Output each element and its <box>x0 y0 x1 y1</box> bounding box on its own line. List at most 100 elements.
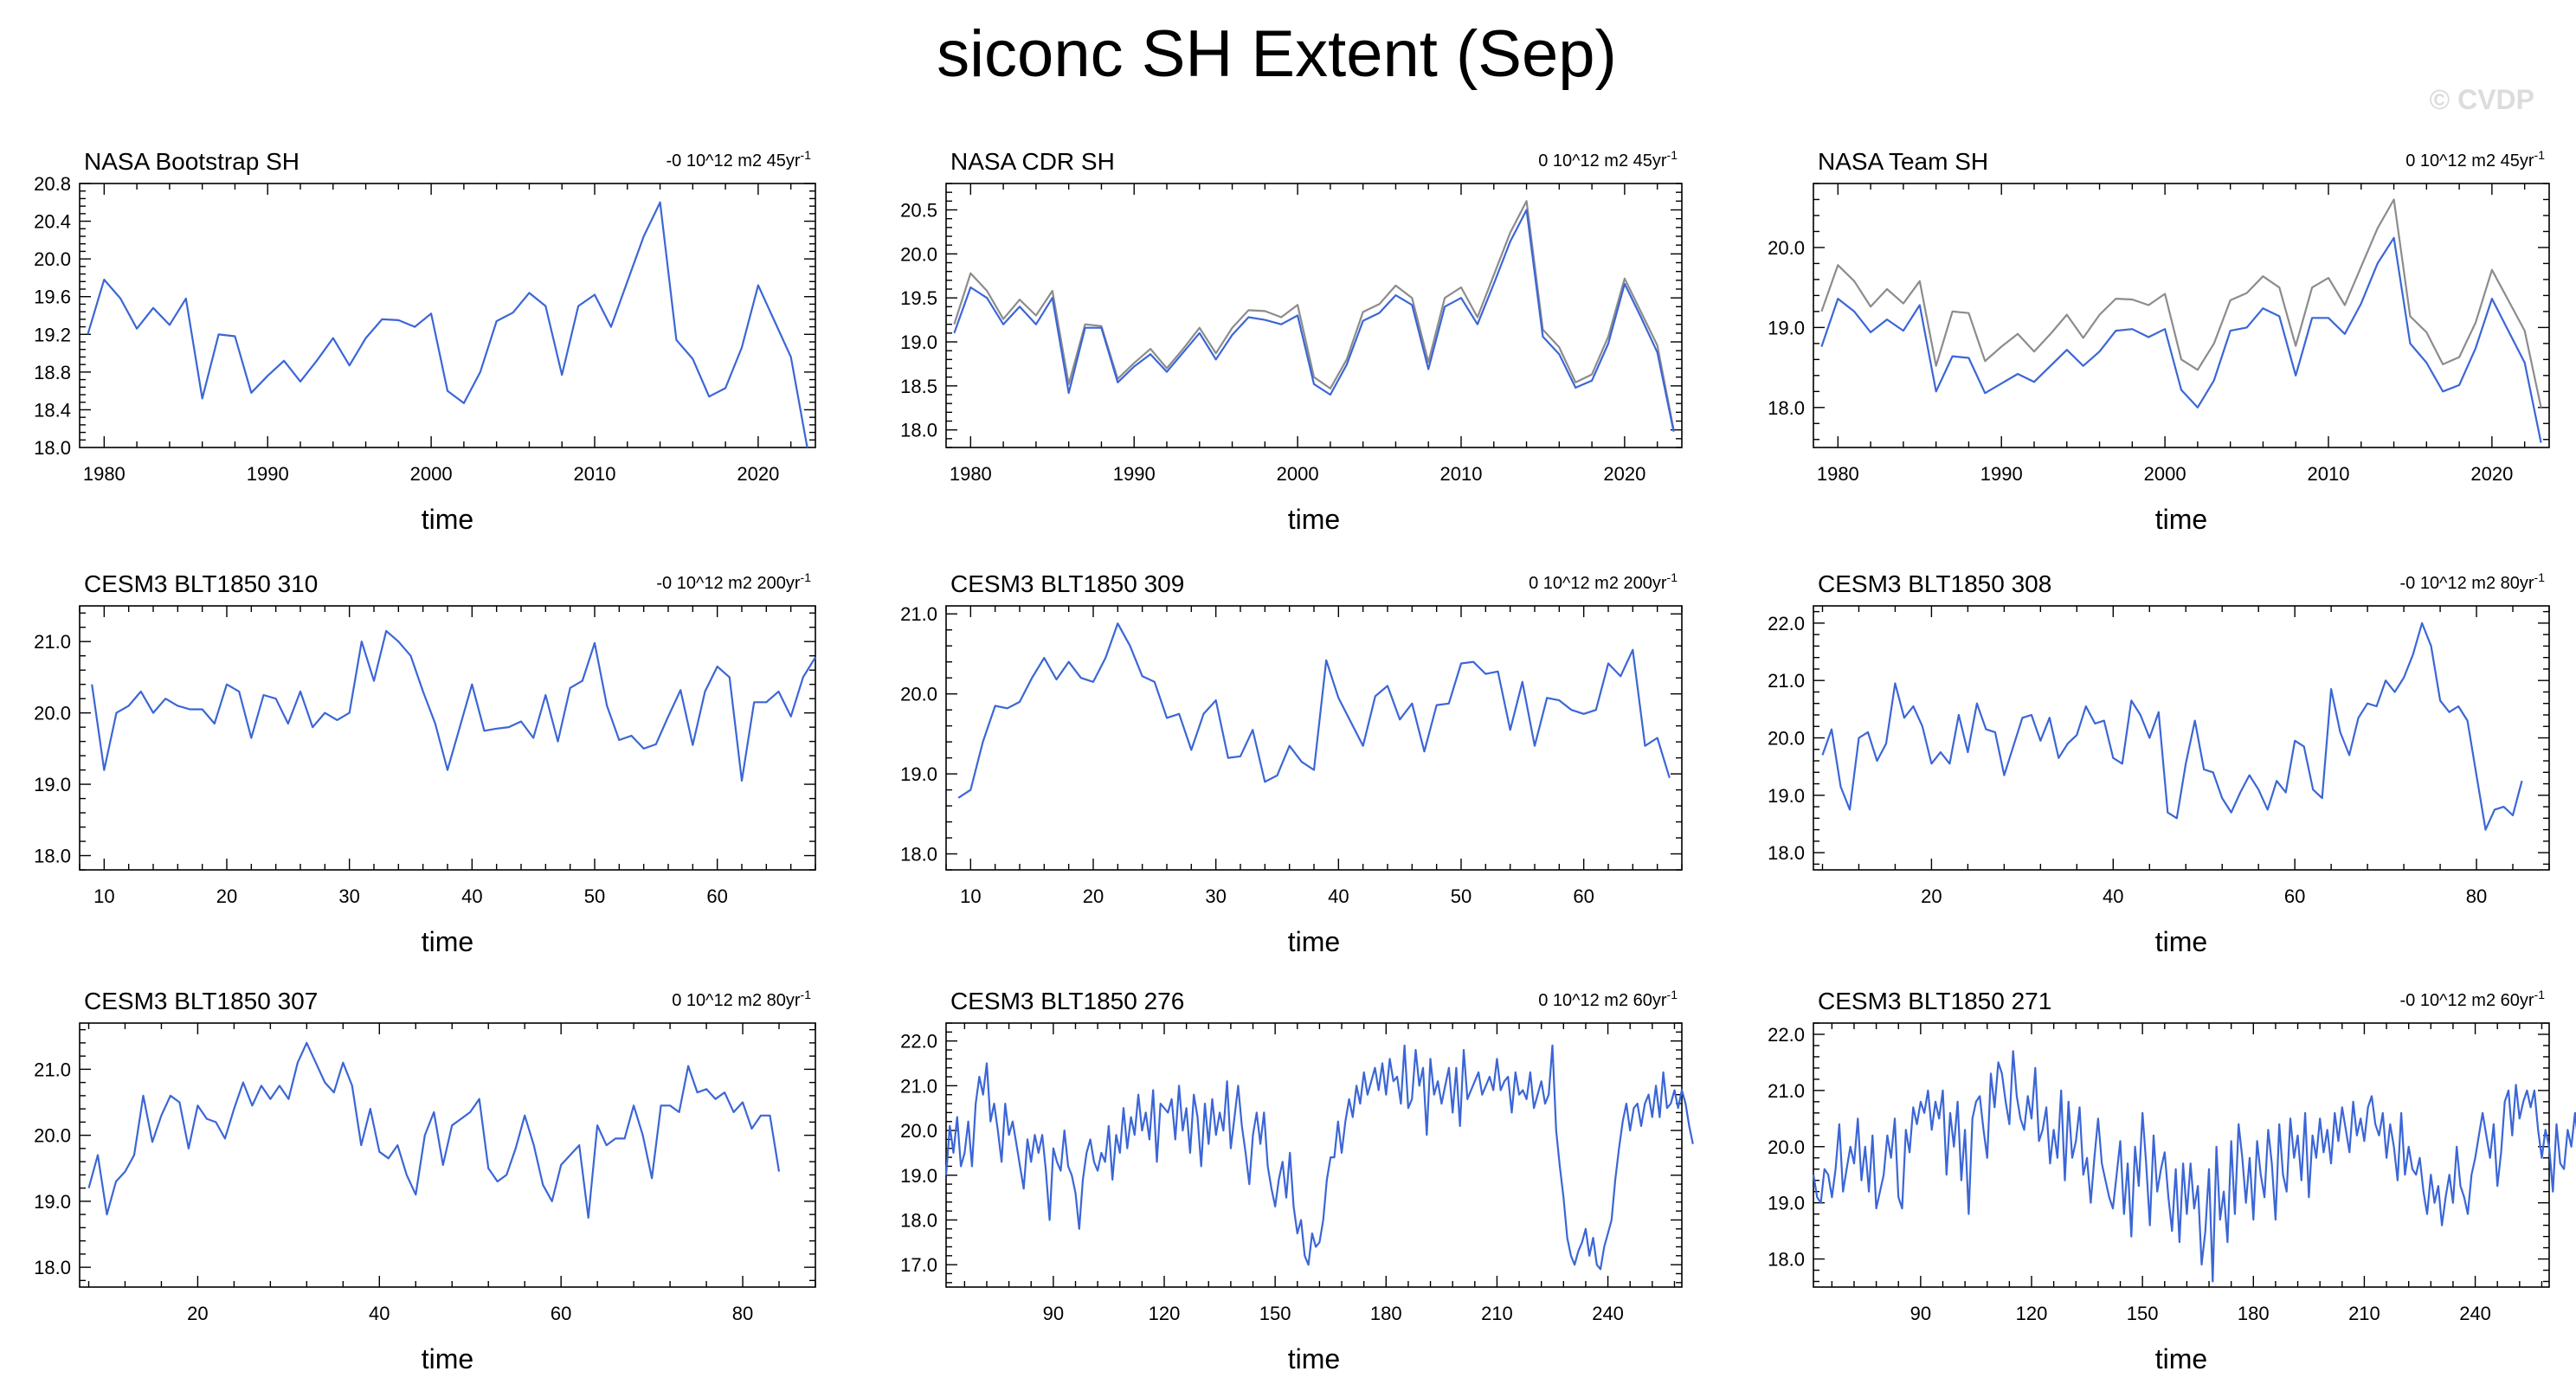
y-tick-label: 21.0 <box>900 1075 937 1097</box>
x-tick-label: 1980 <box>1817 463 1859 485</box>
trend-text: 0 10^12 m2 60yr <box>1538 991 1667 1010</box>
y-tick-label: 18.0 <box>900 844 937 866</box>
trend-superscript: -1 <box>1667 988 1678 1001</box>
trend-annotation: -0 10^12 m2 60yr-1 <box>2400 988 2546 1010</box>
series-line-2 <box>1820 236 2542 443</box>
x-tick-label: 60 <box>1573 885 1594 907</box>
x-tick-label: 1990 <box>1113 463 1156 485</box>
y-tick-label: 18.0 <box>1768 1249 1805 1271</box>
y-tick-label: 21.0 <box>34 1059 71 1080</box>
y-tick-label: 19.6 <box>34 286 71 308</box>
x-tick-label: 50 <box>1451 885 1472 907</box>
x-tick-label: 2020 <box>1603 463 1645 485</box>
x-tick-label: 120 <box>2016 1303 2048 1324</box>
x-tick-label: 210 <box>1481 1303 1513 1324</box>
x-tick-label: 2000 <box>1277 463 1319 485</box>
trend-text: -0 10^12 m2 200yr <box>656 574 800 593</box>
plot-frame <box>945 605 1683 871</box>
plot-frame <box>1813 1022 2550 1288</box>
x-tick-label: 1980 <box>83 463 126 485</box>
trend-superscript: -1 <box>801 570 812 584</box>
y-tick-label: 18.0 <box>34 1257 71 1278</box>
y-tick-label: 19.0 <box>34 774 71 795</box>
series-line-1 <box>1821 621 2523 831</box>
trend-superscript: -1 <box>801 148 812 162</box>
plot-frame <box>79 1022 816 1288</box>
x-tick-label: 40 <box>461 885 482 907</box>
plot-frame <box>945 1022 1683 1288</box>
trend-text: -0 10^12 m2 60yr <box>2400 991 2534 1010</box>
panel-7: CESM3 BLT1850 307 0 10^12 m2 80yr-1 18.0 19… <box>34 988 816 1374</box>
trend-annotation: 0 10^12 m2 45yr-1 <box>2405 148 2545 171</box>
y-tick-label: 18.0 <box>1768 397 1805 419</box>
x-tick-label: 1980 <box>950 463 992 485</box>
y-tick-label: 17.0 <box>900 1254 937 1276</box>
y-tick-label: 20.0 <box>1768 728 1805 750</box>
x-tick-label: 2010 <box>574 463 616 485</box>
y-tick-label: 22.0 <box>900 1031 937 1053</box>
x-tick-label: 30 <box>338 885 359 907</box>
x-tick-label: 20 <box>1083 885 1104 907</box>
series-line-2 <box>953 209 1675 432</box>
panel-5: CESM3 BLT1850 309 0 10^12 m2 200yr-1 18.0 1… <box>900 570 1683 957</box>
x-tick-label: 10 <box>960 885 981 907</box>
y-tick-label: 19.5 <box>900 287 937 309</box>
x-tick-label: 2020 <box>2470 463 2513 485</box>
x-tick-label: 50 <box>584 885 605 907</box>
trend-text: 0 10^12 m2 200yr <box>1529 574 1667 593</box>
x-tick-label: 40 <box>369 1303 390 1324</box>
y-tick-label: 18.0 <box>900 420 937 441</box>
y-tick-label: 20.0 <box>34 1125 71 1147</box>
x-tick-label: 180 <box>1370 1303 1402 1324</box>
plot-frame <box>1813 605 2550 871</box>
x-tick-label: 210 <box>2348 1303 2380 1324</box>
panel-title: CESM3 BLT1850 308 <box>1818 570 2051 597</box>
y-tick-label: 18.5 <box>900 376 937 397</box>
y-tick-label: 18.0 <box>1768 842 1805 864</box>
x-tick-label: 240 <box>1592 1303 1624 1324</box>
y-tick-label: 19.0 <box>1768 317 1805 338</box>
series-line-1 <box>957 622 1671 799</box>
x-tick-label: 2010 <box>2308 463 2350 485</box>
x-tick-label: 2000 <box>2144 463 2186 485</box>
panel-title: CESM3 BLT1850 307 <box>84 988 318 1014</box>
figure-title: siconc SH Extent (Sep) <box>937 17 1617 91</box>
trend-text: 0 10^12 m2 80yr <box>672 991 801 1010</box>
x-axis-label: time <box>422 926 473 957</box>
panel-9: CESM3 BLT1850 271 -0 10^12 m2 60yr-1 18.0 1… <box>1768 988 2576 1374</box>
y-tick-label: 20.0 <box>34 248 71 270</box>
y-tick-label: 18.4 <box>34 399 71 421</box>
panel-title: CESM3 BLT1850 310 <box>84 570 318 597</box>
trend-text: 0 10^12 m2 45yr <box>1538 151 1667 171</box>
series-line-1 <box>1812 1050 2576 1283</box>
y-tick-label: 20.0 <box>900 1120 937 1142</box>
y-tick-label: 21.0 <box>34 631 71 653</box>
panel-title: NASA Team SH <box>1818 148 1988 175</box>
series-line-1 <box>944 1044 1694 1271</box>
x-tick-label: 1990 <box>1980 463 2023 485</box>
trend-annotation: -0 10^12 m2 200yr-1 <box>656 570 811 593</box>
y-tick-label: 20.0 <box>1768 1136 1805 1158</box>
panel-4: CESM3 BLT1850 310 -0 10^12 m2 200yr-1 18.0… <box>34 570 816 957</box>
series-line-1 <box>87 1041 781 1220</box>
y-tick-label: 19.0 <box>900 332 937 353</box>
trend-text: 0 10^12 m2 45yr <box>2405 151 2534 171</box>
panel-title: NASA Bootstrap SH <box>84 148 299 175</box>
y-tick-label: 19.0 <box>900 763 937 785</box>
x-tick-label: 150 <box>2127 1303 2159 1324</box>
y-tick-label: 21.0 <box>1768 670 1805 692</box>
x-tick-label: 1990 <box>247 463 289 485</box>
x-tick-label: 20 <box>216 885 237 907</box>
y-tick-label: 20.0 <box>34 703 71 724</box>
y-tick-label: 20.4 <box>34 211 71 233</box>
x-axis-label: time <box>1288 1343 1340 1374</box>
x-tick-label: 180 <box>2238 1303 2270 1324</box>
y-tick-label: 21.0 <box>1768 1080 1805 1102</box>
panel-1: NASA Bootstrap SH -0 10^12 m2 45yr-1 18.0 1… <box>34 148 816 535</box>
y-tick-label: 21.0 <box>900 603 937 625</box>
panel-title: NASA CDR SH <box>950 148 1115 175</box>
x-axis-label: time <box>2155 504 2207 535</box>
panel-2: NASA CDR SH 0 10^12 m2 45yr-1 18.0 18.5 19.0… <box>900 148 1683 535</box>
x-axis-label: time <box>2155 926 2207 957</box>
